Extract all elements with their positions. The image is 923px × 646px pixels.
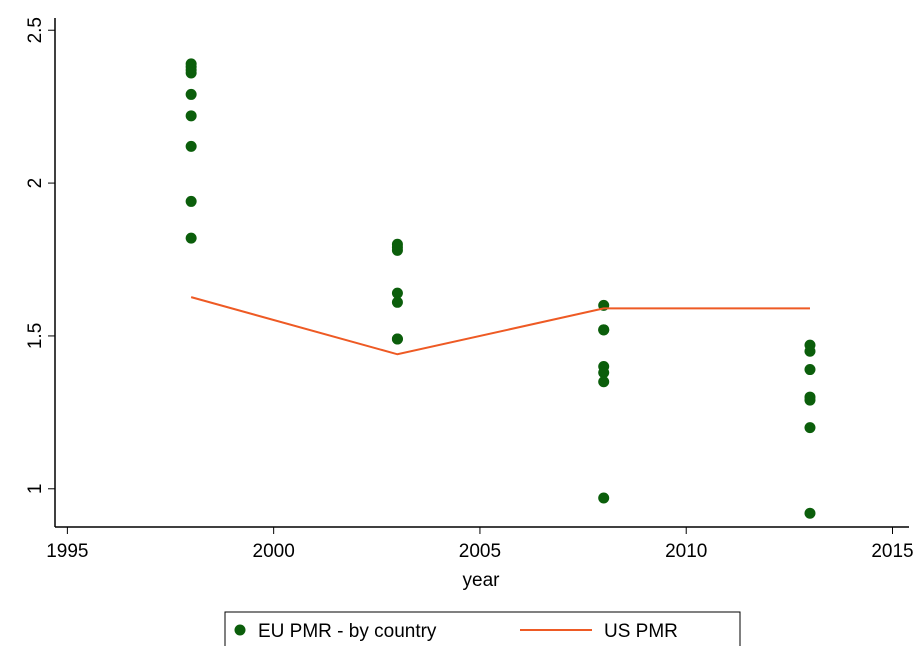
y-tick-label: 1.5 [25,323,46,349]
point [391,244,403,256]
x-tick-label: 2005 [459,541,501,562]
legend-label: US PMR [604,621,678,642]
point [391,333,403,345]
y-tick-label: 2 [25,178,46,189]
point [598,376,610,388]
point [804,364,816,376]
point [185,195,197,207]
x-axis-title: year [463,570,501,591]
point [391,296,403,308]
point [391,287,403,299]
x-tick-label: 1995 [46,541,88,562]
legend-label: EU PMR - by country [258,621,437,642]
point [185,88,197,100]
point [804,507,816,519]
line [190,296,810,356]
point [185,67,197,79]
point [804,345,816,357]
x-tick-label: 2010 [665,541,707,562]
y-tick-label: 2.5 [25,17,46,43]
point [185,110,197,122]
x-tick-label: 2000 [253,541,295,562]
x-tick-label: 2015 [871,541,913,562]
point [598,492,610,504]
point [598,324,610,336]
point [804,394,816,406]
legend-marker [234,624,246,636]
point [598,367,610,379]
point [804,422,816,434]
point [185,232,197,244]
point [185,140,197,152]
y-tick-label: 1 [25,483,46,494]
legend-box [224,611,741,646]
